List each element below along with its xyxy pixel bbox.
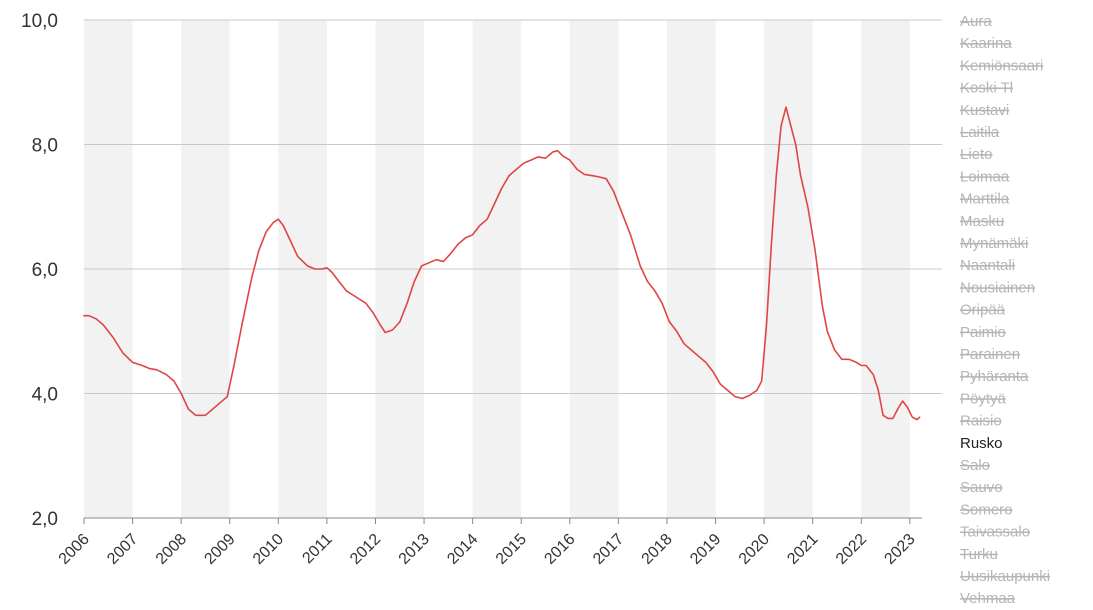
x-tick-label: 2023 bbox=[881, 531, 918, 568]
x-axis-ticks: 2006 2007 2008 2009 2010 2011 2012 2013 2014 2015… bbox=[56, 531, 919, 568]
legend-item-rusko[interactable]: Rusko bbox=[960, 435, 1003, 452]
legend-item-masku[interactable]: Masku bbox=[960, 213, 1004, 230]
legend-item-marttila[interactable]: Marttila bbox=[960, 191, 1010, 208]
legend-item-mynämäki[interactable]: Mynämäki bbox=[960, 235, 1028, 252]
legend-item-somero[interactable]: Somero bbox=[960, 501, 1013, 518]
x-tick-label: 2007 bbox=[104, 531, 141, 568]
x-tick-label: 2013 bbox=[396, 531, 433, 568]
x-axis bbox=[83, 517, 922, 524]
y-tick-label: 8,0 bbox=[32, 136, 58, 157]
legend-item-oripää[interactable]: Oripää bbox=[960, 302, 1006, 319]
legend-item-nousiainen[interactable]: Nousiainen bbox=[960, 279, 1035, 296]
legend-item-lieto[interactable]: Lieto bbox=[960, 146, 993, 163]
x-tick-label: 2014 bbox=[444, 531, 481, 568]
x-tick-label: 2016 bbox=[541, 531, 578, 568]
series-line-rusko bbox=[83, 106, 921, 421]
legend-item-naantali[interactable]: Naantali bbox=[960, 257, 1015, 274]
x-tick-label: 2021 bbox=[784, 531, 821, 568]
series-layer bbox=[83, 106, 921, 421]
legend-item-kustavi[interactable]: Kustavi bbox=[960, 102, 1009, 119]
legend-item-loimaa[interactable]: Loimaa bbox=[960, 168, 1010, 185]
legend-item-pyhäranta[interactable]: Pyhäranta bbox=[960, 368, 1029, 385]
legend-item-kaarina[interactable]: Kaarina bbox=[960, 35, 1012, 52]
gridlines bbox=[84, 19, 942, 394]
x-tick-label: 2017 bbox=[590, 531, 627, 568]
legend-item-uusikaupunki[interactable]: Uusikaupunki bbox=[960, 568, 1050, 585]
x-tick-label: 2010 bbox=[250, 531, 287, 568]
x-tick-label: 2006 bbox=[56, 531, 93, 568]
x-tick-label: 2015 bbox=[493, 531, 530, 568]
y-tick-label: 6,0 bbox=[32, 260, 58, 281]
legend-item-laitila[interactable]: Laitila bbox=[960, 124, 1000, 141]
legend-item-vehmaa[interactable]: Vehmaa bbox=[960, 590, 1016, 607]
x-tick-label: 2018 bbox=[639, 531, 676, 568]
legend-item-taivassalo[interactable]: Taivassalo bbox=[960, 524, 1030, 541]
legend-item-aura[interactable]: Aura bbox=[960, 13, 992, 30]
legend[interactable]: Aura Kaarina Kemiönsaari Koski Tl Kustavi Lai… bbox=[960, 13, 1050, 607]
legend-item-raisio[interactable]: Raisio bbox=[960, 413, 1002, 430]
y-tick-label: 2,0 bbox=[32, 509, 58, 530]
x-tick-label: 2020 bbox=[736, 531, 773, 568]
x-tick-label: 2022 bbox=[833, 531, 870, 568]
x-tick-label: 2008 bbox=[153, 531, 190, 568]
legend-item-pöytyä[interactable]: Pöytyä bbox=[960, 390, 1007, 407]
x-tick-label: 2009 bbox=[201, 531, 238, 568]
legend-item-salo[interactable]: Salo bbox=[960, 457, 990, 474]
legend-item-kemiönsaari[interactable]: Kemiönsaari bbox=[960, 57, 1043, 74]
x-tick-label: 2019 bbox=[687, 531, 724, 568]
legend-item-parainen[interactable]: Parainen bbox=[960, 346, 1020, 363]
y-tick-label: 4,0 bbox=[32, 385, 58, 406]
x-tick-label: 2012 bbox=[347, 531, 384, 568]
y-tick-label: 10,0 bbox=[21, 11, 58, 32]
x-tick-label: 2011 bbox=[299, 531, 335, 567]
legend-item-turku[interactable]: Turku bbox=[960, 546, 998, 563]
legend-item-sauvo[interactable]: Sauvo bbox=[960, 479, 1003, 496]
legend-item-koski-tl[interactable]: Koski Tl bbox=[960, 80, 1013, 97]
y-axis-ticks: 2,0 4,0 6,0 8,0 10,0 bbox=[21, 11, 58, 530]
legend-item-paimio[interactable]: Paimio bbox=[960, 324, 1006, 341]
